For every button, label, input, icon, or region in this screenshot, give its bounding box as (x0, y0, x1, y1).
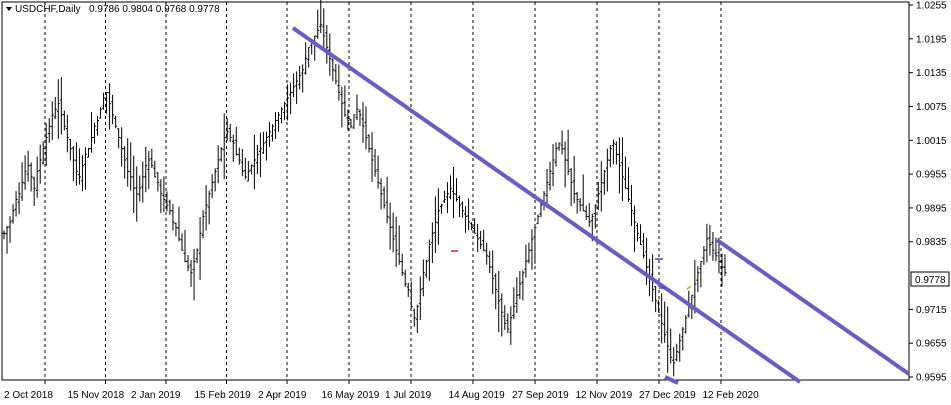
x-tick-label: 27 Sep 2019 (512, 390, 569, 401)
x-tick-label: 27 Dec 2019 (639, 390, 696, 401)
y-tick-label: 0.9715 (916, 305, 947, 316)
ohlc-values-label: 0.9786 0.9804 0.9768 0.9778 (89, 4, 220, 15)
y-tick-label: 0.9835 (916, 237, 947, 248)
trendline-channel[interactable] (715, 238, 911, 376)
y-tick-label: 1.0075 (916, 102, 947, 113)
x-tick-label: 2 Jan 2019 (131, 390, 181, 401)
x-tick-label: 15 Feb 2019 (195, 390, 252, 401)
plot-frame (1, 1, 910, 381)
x-tick-label: 16 May 2019 (322, 390, 380, 401)
y-tick-label: 0.9655 (916, 339, 947, 350)
marker-dash (686, 285, 692, 290)
x-tick-label: 2 Oct 2018 (4, 390, 53, 401)
x-tick-label: 12 Feb 2020 (703, 390, 760, 401)
y-tick-label: 0.9895 (916, 203, 947, 214)
x-tick-label: 12 Nov 2019 (576, 390, 633, 401)
price-tag-label: 0.9778 (915, 275, 946, 286)
x-tick-label: 15 Nov 2018 (68, 390, 125, 401)
dropdown-arrow-icon[interactable] (6, 7, 12, 11)
y-tick-label: 1.0015 (916, 136, 947, 147)
x-tick-label: 2 Apr 2019 (258, 390, 307, 401)
y-tick-label: 0.9955 (916, 170, 947, 181)
x-tick-label: 1 Jul 2019 (385, 390, 432, 401)
y-tick-label: 1.0135 (916, 68, 947, 79)
trendline-upper[interactable] (291, 26, 802, 384)
price-tag-box (910, 271, 950, 287)
x-tick-label: 14 Aug 2019 (449, 390, 506, 401)
trendline-lower-fragment[interactable] (664, 375, 679, 385)
y-tick-label: 1.0255 (916, 1, 947, 12)
symbol-timeframe-label: USDCHF,Daily (15, 4, 81, 15)
y-tick-label: 1.0195 (916, 34, 947, 45)
y-tick-label: 0.9595 (916, 373, 947, 384)
